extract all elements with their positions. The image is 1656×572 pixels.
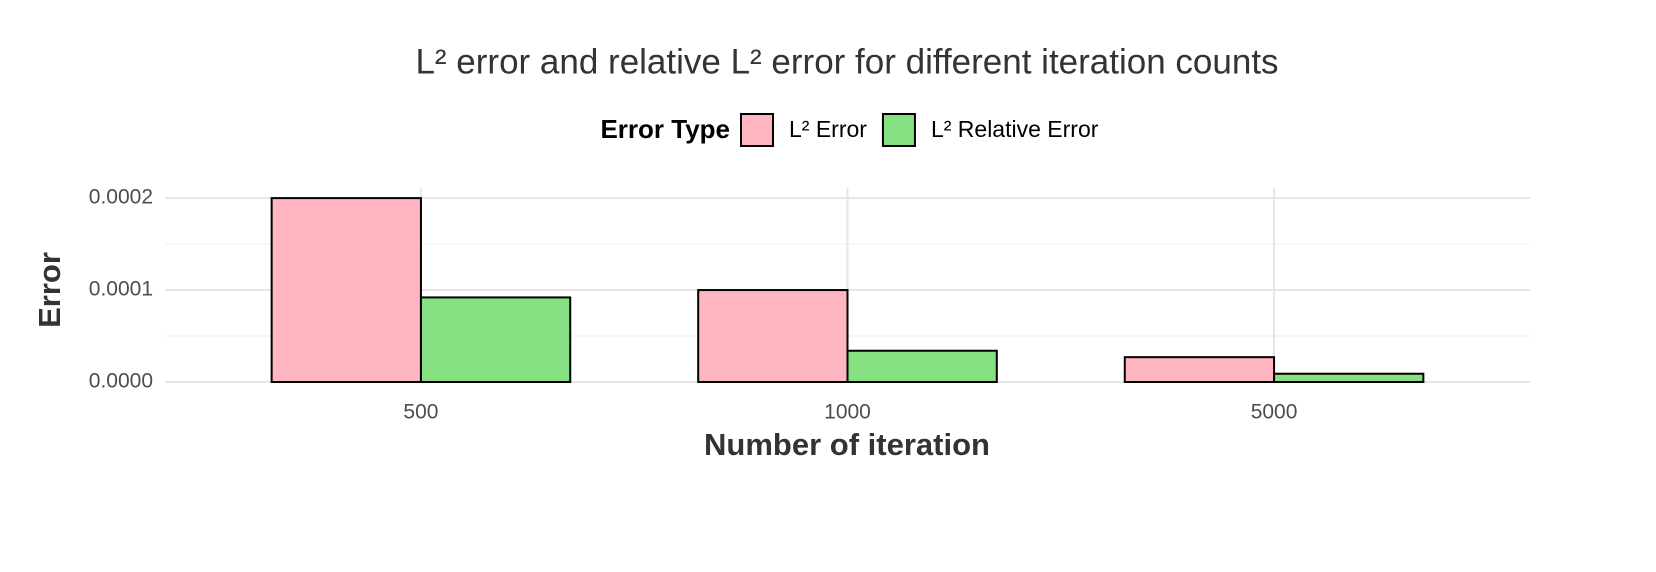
bar	[1123, 356, 1276, 383]
y-tick-label: 0.0002	[89, 186, 153, 209]
legend-key	[740, 113, 774, 147]
x-axis-title: Number of iteration	[704, 427, 990, 462]
bar	[697, 289, 849, 384]
legend-title: Error Type	[600, 114, 730, 144]
bar	[846, 349, 998, 384]
legend-label: L² Relative Error	[931, 116, 1099, 142]
x-tick-label: 1000	[824, 401, 871, 424]
chart-title: L² error and relative L² error for diffe…	[415, 42, 1278, 81]
y-tick-label: 0.0001	[89, 278, 153, 301]
x-tick-label: 500	[403, 401, 438, 424]
bar	[1273, 372, 1425, 384]
y-axis-title: Error	[32, 252, 67, 328]
bar	[419, 296, 572, 383]
legend-label: L² Error	[789, 116, 867, 142]
bar	[270, 197, 422, 383]
y-tick-label: 0.0000	[89, 370, 153, 393]
legend-key	[881, 113, 916, 147]
x-tick-label: 5000	[1251, 401, 1298, 424]
